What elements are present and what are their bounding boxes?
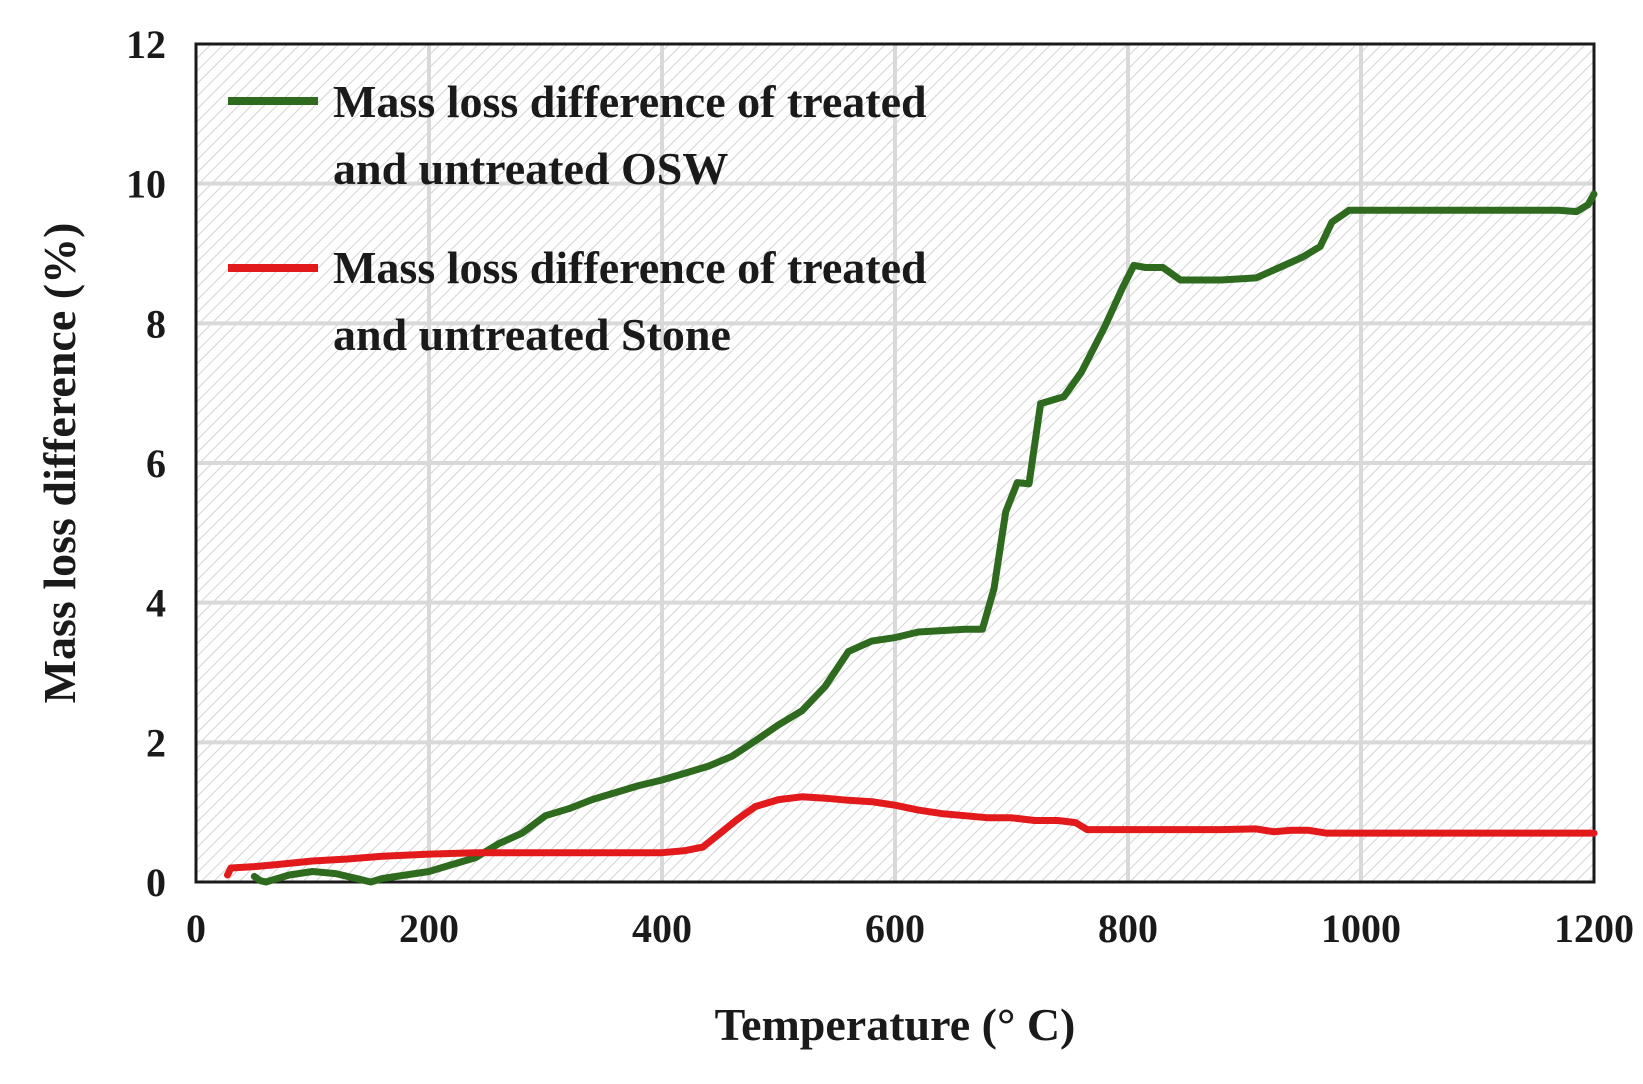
series-lines bbox=[224, 190, 1598, 886]
y-tick-label: 10 bbox=[126, 162, 166, 207]
x-tick-label: 600 bbox=[865, 906, 925, 951]
series-line-stone bbox=[224, 793, 1598, 879]
x-tick-label: 1000 bbox=[1321, 906, 1401, 951]
x-tick-label: 1200 bbox=[1554, 906, 1634, 951]
x-tick-label: 0 bbox=[186, 906, 206, 951]
y-tick-label: 12 bbox=[126, 22, 166, 67]
legend-label-osw-line1: Mass loss difference of treated bbox=[333, 76, 927, 127]
x-axis-title: Temperature (° C) bbox=[715, 999, 1076, 1050]
y-tick-label: 4 bbox=[146, 581, 166, 626]
y-tick-label: 0 bbox=[146, 860, 166, 905]
x-tick-label: 400 bbox=[632, 906, 692, 951]
plot-area-border bbox=[194, 42, 1596, 884]
y-tick-label: 2 bbox=[146, 720, 166, 765]
y-tick-label: 8 bbox=[146, 301, 166, 346]
y-axis-title: Mass loss difference (%) bbox=[34, 223, 85, 704]
y-tick-label: 6 bbox=[146, 441, 166, 486]
legend-label-stone-line2: and untreated Stone bbox=[333, 309, 731, 360]
y-axis-ticks: 0 2 4 6 8 10 12 bbox=[126, 22, 166, 905]
legend-label-osw-line2: and untreated OSW bbox=[333, 143, 728, 194]
legend-label-stone-line1: Mass loss difference of treated bbox=[333, 242, 927, 293]
legend: Mass loss difference of treated and untr… bbox=[228, 76, 927, 360]
series-line-osw bbox=[250, 190, 1598, 886]
gridlines bbox=[196, 44, 1594, 882]
x-tick-label: 800 bbox=[1098, 906, 1158, 951]
x-axis-ticks: 0 200 400 600 800 1000 1200 bbox=[186, 906, 1634, 951]
x-tick-label: 200 bbox=[399, 906, 459, 951]
